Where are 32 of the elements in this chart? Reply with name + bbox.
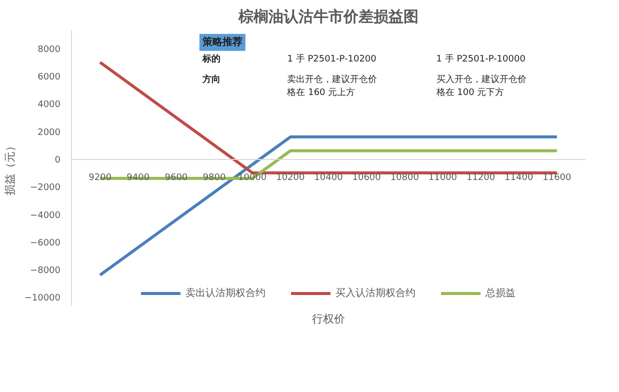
y-axis-title: 损益（元） [3,140,16,196]
annotation: 方向 [201,74,220,86]
annotation: 标的 [201,54,220,64]
x-tick-label: 10200 [276,173,306,184]
y-tick-label: 4000 [38,100,61,110]
x-tick-label: 11600 [542,173,572,184]
legend-label: 买入认沽期权合约 [336,286,416,300]
x-tick-label: 10600 [352,173,382,184]
annotation: 买入开仓，建议开仓价格在 100 元下方 [435,74,526,98]
annotation: 1 手 P2501-P-10000 [436,54,526,64]
y-tick-label: 0 [54,156,61,166]
annotation: 1 手 P2501-P-10200 [287,54,377,64]
x-tick-label: 9200 [88,173,112,184]
x-tick-label: 10400 [314,173,344,184]
annotation: 卖出开仓，建议开仓价格在 160 元上方 [286,74,378,98]
x-tick-label: 10800 [390,173,420,184]
y-tick-label: −4000 [30,210,61,221]
x-tick-label: 11400 [504,173,534,184]
y-tick-label: −10000 [24,294,61,304]
x-axis-title: 行权价 [312,312,345,326]
legend-label: 卖出认沽期权合约 [186,286,266,300]
legend-label: 总损益 [486,286,516,300]
y-tick-label: 8000 [38,44,61,55]
y-tick-label: 2000 [38,128,61,138]
y-tick-label: −2000 [30,183,61,194]
y-tick-label: 6000 [38,72,61,83]
x-tick-label: 11000 [428,173,458,184]
chart-title: 棕榈油认沽牛市价差损益图 [238,8,418,26]
annotation: 策略推荐 [201,36,242,48]
x-tick-label: 11200 [466,173,496,184]
y-tick-label: −8000 [30,266,61,276]
y-tick-label: −6000 [30,238,61,248]
